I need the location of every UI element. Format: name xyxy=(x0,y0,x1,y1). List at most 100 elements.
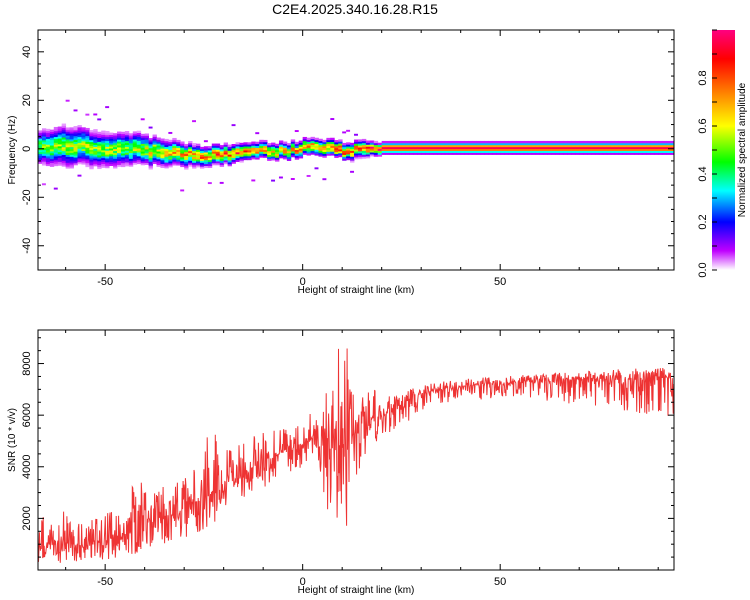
heatmap-cell xyxy=(622,152,627,155)
heatmap-cell xyxy=(464,150,469,153)
heatmap-cell xyxy=(523,140,529,144)
heatmap-cell xyxy=(136,132,142,135)
heatmap-cell xyxy=(223,159,229,163)
heatmap-cell xyxy=(140,151,146,154)
heatmap-cell xyxy=(334,147,339,151)
heatmap-cell xyxy=(504,152,509,155)
heatmap-cell xyxy=(602,144,608,148)
heatmap-cell xyxy=(180,145,185,148)
heatmap-cell xyxy=(231,149,236,153)
heatmap-cell xyxy=(45,130,51,134)
heatmap-cell xyxy=(144,152,150,156)
heatmap-cell xyxy=(314,143,319,146)
heatmap-cell xyxy=(207,150,213,153)
heatmap-cell xyxy=(298,154,304,157)
heatmap-cell xyxy=(618,140,624,144)
heatmap-cell xyxy=(156,158,161,162)
heatmap-cell xyxy=(105,160,110,163)
heatmap-cell xyxy=(89,153,94,156)
heatmap-cell xyxy=(302,150,308,153)
heatmap-cell xyxy=(172,153,177,156)
heatmap-cell xyxy=(188,164,193,167)
heatmap-cell xyxy=(196,149,201,152)
heatmap-cell xyxy=(286,154,292,158)
heatmap-cell xyxy=(53,161,59,165)
heatmap-cell xyxy=(97,164,102,168)
heatmap-cell xyxy=(85,143,90,146)
heatmap-cell xyxy=(97,133,102,137)
heatmap-cell xyxy=(440,148,446,152)
heatmap-cell xyxy=(361,140,367,144)
heatmap-cell xyxy=(634,148,639,152)
heatmap-cell xyxy=(117,158,122,162)
heatmap-cell xyxy=(508,150,513,153)
heatmap-cell xyxy=(539,140,545,144)
heatmap-cell xyxy=(65,133,70,136)
heatmap-cell xyxy=(338,147,343,150)
heatmap-cell xyxy=(188,162,193,165)
heatmap-cell xyxy=(318,144,323,147)
heatmap-cell xyxy=(93,132,98,136)
heatmap-cell xyxy=(97,166,102,170)
heatmap-cell xyxy=(168,131,173,134)
heatmap-cell xyxy=(539,142,545,146)
heatmap-cell xyxy=(73,137,78,141)
heatmap-cell xyxy=(45,155,51,159)
heatmap-cell xyxy=(164,150,169,153)
heatmap-cell xyxy=(306,141,311,144)
heatmap-cell xyxy=(670,152,674,155)
heatmap-cell xyxy=(322,141,327,145)
heatmap-cell xyxy=(192,146,197,150)
heatmap-cell xyxy=(444,140,450,144)
heatmap-cell xyxy=(239,154,244,157)
heatmap-cell xyxy=(152,148,157,151)
heatmap-cell xyxy=(203,148,209,151)
heatmap-cell xyxy=(377,148,383,151)
heatmap-cell xyxy=(132,152,138,156)
heatmap-cell xyxy=(326,149,331,152)
heatmap-cell xyxy=(223,148,229,151)
heatmap-cell xyxy=(650,146,655,150)
heatmap-cell xyxy=(148,140,153,143)
heatmap-cell xyxy=(440,150,446,153)
heatmap-cell xyxy=(523,142,529,146)
heatmap-cell xyxy=(278,152,284,155)
heatmap-cell xyxy=(89,132,94,135)
heatmap-cell xyxy=(69,156,74,159)
heatmap-cell xyxy=(429,152,434,155)
heatmap-cell xyxy=(164,162,169,165)
heatmap-cell xyxy=(93,113,98,116)
heatmap-cell xyxy=(638,144,643,148)
heatmap-cell xyxy=(53,136,59,139)
heatmap-cell xyxy=(314,141,319,144)
heatmap-cell xyxy=(144,158,150,162)
heatmap-cell xyxy=(223,156,229,159)
heatmap-cell xyxy=(587,150,592,153)
heatmap-cell xyxy=(231,147,236,151)
heatmap-cell xyxy=(634,146,639,150)
heatmap-cell xyxy=(77,152,82,155)
heatmap-cell xyxy=(164,140,169,144)
heatmap-cell xyxy=(587,142,592,146)
heatmap-cell xyxy=(219,156,225,160)
heatmap-cell xyxy=(354,143,359,146)
heatmap-cell xyxy=(45,148,51,151)
heatmap-cell xyxy=(215,153,221,156)
heatmap-cell xyxy=(168,161,173,164)
heatmap-cell xyxy=(634,152,639,155)
heatmap-cell xyxy=(136,136,142,139)
heatmap-cell xyxy=(361,138,367,142)
heatmap-cell xyxy=(354,153,359,156)
heatmap-cell xyxy=(140,147,146,150)
heatmap-cell xyxy=(472,148,477,152)
heatmap-cell xyxy=(73,109,78,112)
heatmap-cell xyxy=(105,165,110,169)
heatmap-cell xyxy=(488,142,493,146)
heatmap-cell xyxy=(377,144,383,147)
heatmap-cell xyxy=(53,159,59,163)
heatmap-cell xyxy=(124,146,130,149)
heatmap-cell xyxy=(61,158,67,161)
heatmap-cell xyxy=(594,146,600,150)
heatmap-cell xyxy=(196,161,201,164)
heatmap-cell xyxy=(298,148,304,151)
